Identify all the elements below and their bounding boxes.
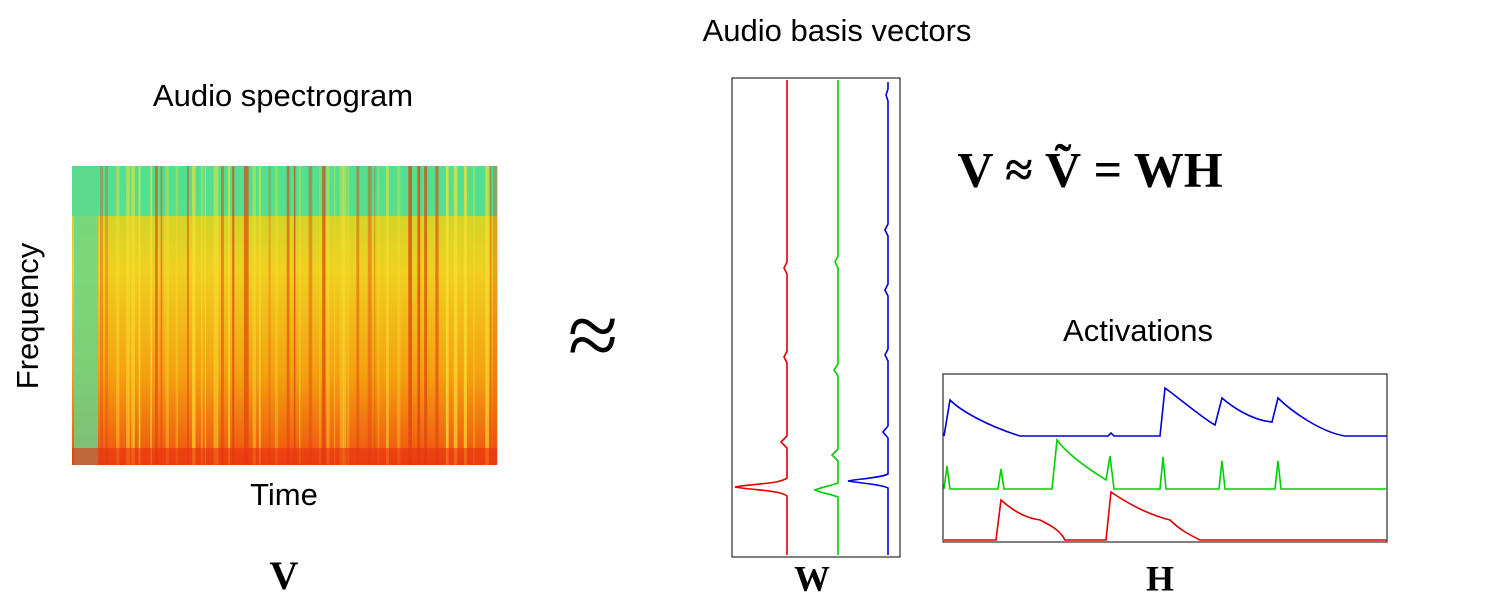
spectrogram-stripe <box>386 166 389 465</box>
w-label: W <box>794 558 830 598</box>
spectrogram-stripe <box>165 166 169 465</box>
spectrogram-stripe <box>155 166 158 465</box>
spectrogram-stripe <box>268 166 271 465</box>
spectrogram-stripe <box>213 166 219 465</box>
spectrogram-stripe <box>333 166 336 465</box>
spectrogram-stripe <box>322 166 326 465</box>
spectrogram-stripe <box>342 166 347 465</box>
spectrogram-stripe <box>243 166 249 465</box>
spectrogram-stripe <box>367 166 372 465</box>
approx-symbol: ≈ <box>568 284 619 386</box>
spectrogram-stripe <box>131 166 135 465</box>
w-red-curve <box>734 80 788 555</box>
frequency-label: Frequency <box>10 242 45 389</box>
spectrogram-stripe <box>319 166 321 465</box>
spectrogram-stripe <box>116 166 120 465</box>
spectrogram-stripe <box>204 166 206 465</box>
spectrogram-top-band <box>72 166 497 216</box>
spectrogram-stripe <box>356 166 360 465</box>
time-label: Time <box>250 477 318 512</box>
spectrogram-stripe <box>435 166 439 465</box>
spectrogram-stripe <box>160 166 163 465</box>
spectrogram-stripe <box>175 166 179 465</box>
spectrogram-stripe <box>286 166 290 465</box>
spectrogram-stripe <box>492 166 498 465</box>
spectrogram-stripe <box>293 166 296 465</box>
spectrogram-stripe <box>228 166 231 465</box>
spectrogram-stripe <box>463 166 467 465</box>
spectrogram-stripe <box>299 166 301 465</box>
spectrogram-stripe <box>485 166 489 465</box>
spectrogram-stripe <box>489 166 492 465</box>
spectrogram-stripe <box>397 166 401 465</box>
h-matrix <box>942 373 1388 543</box>
spectrogram-stripe <box>232 166 235 465</box>
spectrogram-stripe <box>274 166 279 465</box>
activations-title: Activations <box>1063 313 1213 348</box>
spectrogram-stripe <box>417 166 421 465</box>
spectrogram-stripe <box>200 166 203 465</box>
h-red-curve <box>944 490 1387 541</box>
spectrogram-stripe <box>138 166 141 465</box>
spectrogram-stripe <box>374 166 376 465</box>
w-blue-curve <box>847 82 889 555</box>
spectrogram-stripe <box>473 166 475 465</box>
w-matrix <box>731 77 901 558</box>
spectrogram-stripe <box>346 166 350 465</box>
spectrogram-stripe <box>326 166 330 465</box>
h-green-curve <box>943 437 1387 490</box>
spectrogram <box>72 166 498 465</box>
spectrogram-stripe <box>445 166 449 465</box>
spectrogram-stripe <box>221 166 224 465</box>
spectrogram-stripe <box>150 166 152 465</box>
spectrogram-stripe <box>339 166 344 465</box>
spectrogram-stripe <box>453 166 458 465</box>
spectrogram-stripe <box>308 166 313 465</box>
spectrogram-stripe <box>377 166 380 465</box>
h-label: H <box>1146 558 1174 598</box>
spectrogram-stripe <box>258 166 261 465</box>
spectrogram-title: Audio spectrogram <box>153 78 413 113</box>
spectrogram-quiet-column <box>74 166 98 465</box>
basis-title: Audio basis vectors <box>703 13 972 48</box>
h-blue-curve <box>943 386 1387 437</box>
spectrogram-stripe <box>105 166 108 465</box>
equation: V ≈ Ṽ = WH <box>957 141 1222 197</box>
v-label: V <box>270 553 299 598</box>
spectrogram-stripe <box>424 166 428 465</box>
w-green-curve <box>812 80 839 555</box>
h-box <box>942 373 1388 543</box>
spectrogram-stripe <box>126 166 130 465</box>
spectrogram-stripe <box>252 166 256 465</box>
spectrogram-stripe <box>408 166 412 465</box>
spectrogram-stripe <box>192 166 196 465</box>
spectrogram-stripe <box>186 166 189 465</box>
spectrogram-low-band <box>72 448 497 465</box>
spectrogram-stripe <box>100 166 103 465</box>
